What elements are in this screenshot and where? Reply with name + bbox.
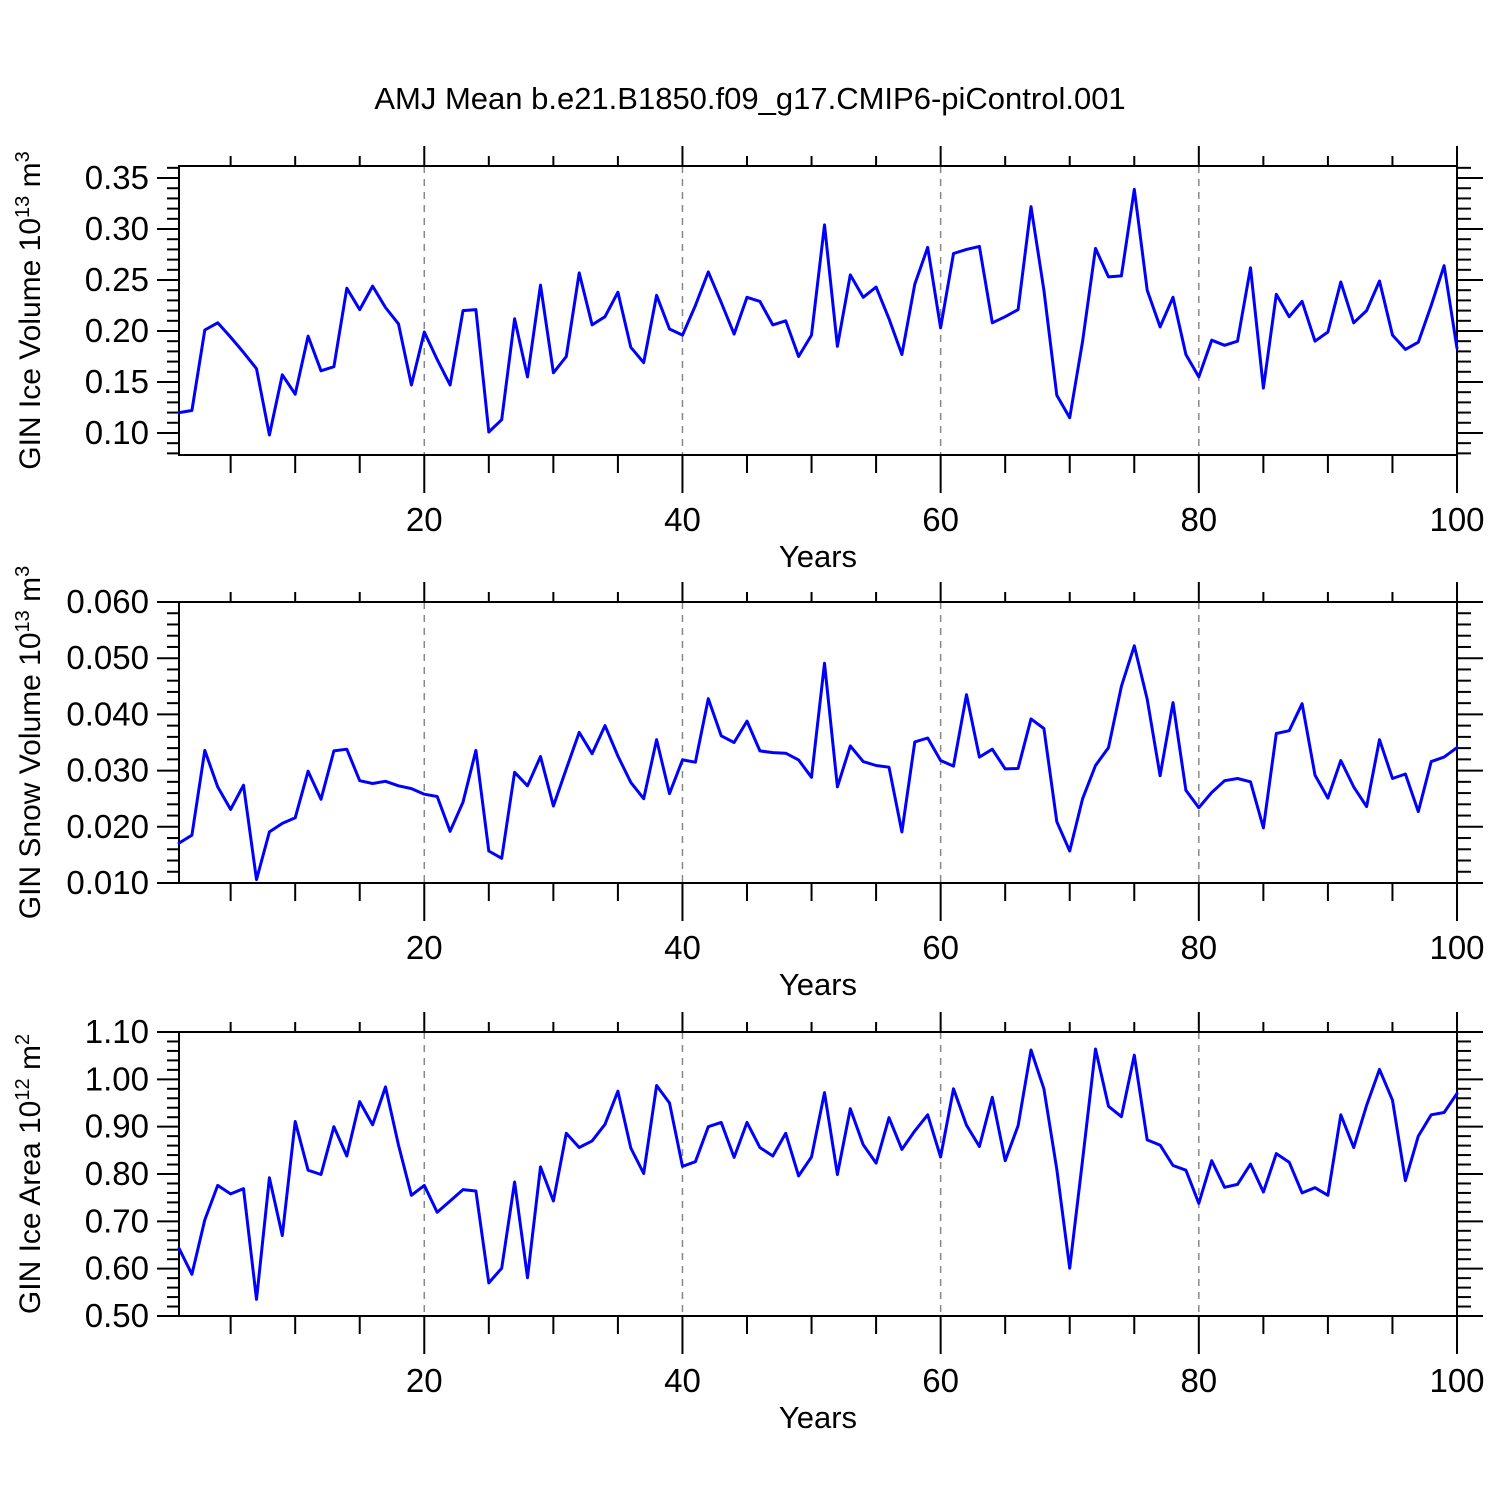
y-tick-label-0.60-panel3: 0.60	[85, 1250, 149, 1287]
y-tick-label-0.25-panel1: 0.25	[85, 261, 149, 298]
x-tick-label-20-panel3: 20	[406, 1362, 443, 1399]
y-tick-label-0.35-panel1: 0.35	[85, 159, 149, 196]
x-tick-label-80-panel3: 80	[1180, 1362, 1217, 1399]
x-axis-title-panel3: Years	[779, 1400, 857, 1435]
x-tick-label-20-panel1: 20	[406, 501, 443, 538]
x-tick-label-20-panel2: 20	[406, 929, 443, 966]
x-tick-label-40-panel1: 40	[664, 501, 701, 538]
y-tick-label-0.040-panel2: 0.040	[66, 695, 149, 732]
y-axis-title-panel1: GIN Ice Volume 1013 m3	[12, 151, 47, 470]
panel-2-box	[178, 601, 1458, 884]
y-tick-label-0.80-panel3: 0.80	[85, 1155, 149, 1192]
y-tick-label-0.060-panel2: 0.060	[66, 583, 149, 620]
y-tick-label-0.050-panel2: 0.050	[66, 639, 149, 676]
y-tick-label-0.030-panel2: 0.030	[66, 752, 149, 789]
y-tick-label-0.20-panel1: 0.20	[85, 312, 149, 349]
y-axis-title-panel3: GIN Ice Area 1012 m2	[12, 1034, 47, 1314]
figure-title: AMJ Mean b.e21.B1850.f09_g17.CMIP6-piCon…	[374, 81, 1126, 116]
y-tick-label-0.010-panel2: 0.010	[66, 864, 149, 901]
y-tick-label-0.10-panel1: 0.10	[85, 414, 149, 451]
x-tick-label-100-panel3: 100	[1429, 1362, 1484, 1399]
data-line-snow-volume	[177, 644, 1459, 882]
x-axis-title-panel1: Years	[779, 539, 857, 574]
x-tick-label-60-panel3: 60	[922, 1362, 959, 1399]
x-axis-title-panel2: Years	[779, 967, 857, 1002]
y-axis-title-panel2: GIN Snow Volume 1013 m3	[12, 566, 47, 920]
x-tick-label-80-panel2: 80	[1180, 929, 1217, 966]
x-tick-label-60-panel1: 60	[922, 501, 959, 538]
y-tick-label-0.70-panel3: 0.70	[85, 1202, 149, 1239]
x-tick-label-40-panel2: 40	[664, 929, 701, 966]
x-tick-label-100-panel1: 100	[1429, 501, 1484, 538]
y-tick-label-0.50-panel3: 0.50	[85, 1297, 149, 1334]
y-tick-label-1.10-panel3: 1.10	[85, 1013, 149, 1050]
data-line-ice-volume	[177, 187, 1459, 437]
y-tick-label-0.30-panel1: 0.30	[85, 210, 149, 247]
x-tick-label-100-panel2: 100	[1429, 929, 1484, 966]
y-tick-label-0.020-panel2: 0.020	[66, 808, 149, 845]
y-tick-label-1.00-panel3: 1.00	[85, 1060, 149, 1097]
panel-1-box	[178, 165, 1458, 456]
x-tick-label-80-panel1: 80	[1180, 501, 1217, 538]
panel-3-box	[178, 1031, 1458, 1317]
y-tick-label-0.15-panel1: 0.15	[85, 363, 149, 400]
x-tick-label-40-panel3: 40	[664, 1362, 701, 1399]
x-tick-label-60-panel2: 60	[922, 929, 959, 966]
y-tick-label-0.90-panel3: 0.90	[85, 1108, 149, 1145]
data-line-ice-area	[177, 1047, 1459, 1301]
